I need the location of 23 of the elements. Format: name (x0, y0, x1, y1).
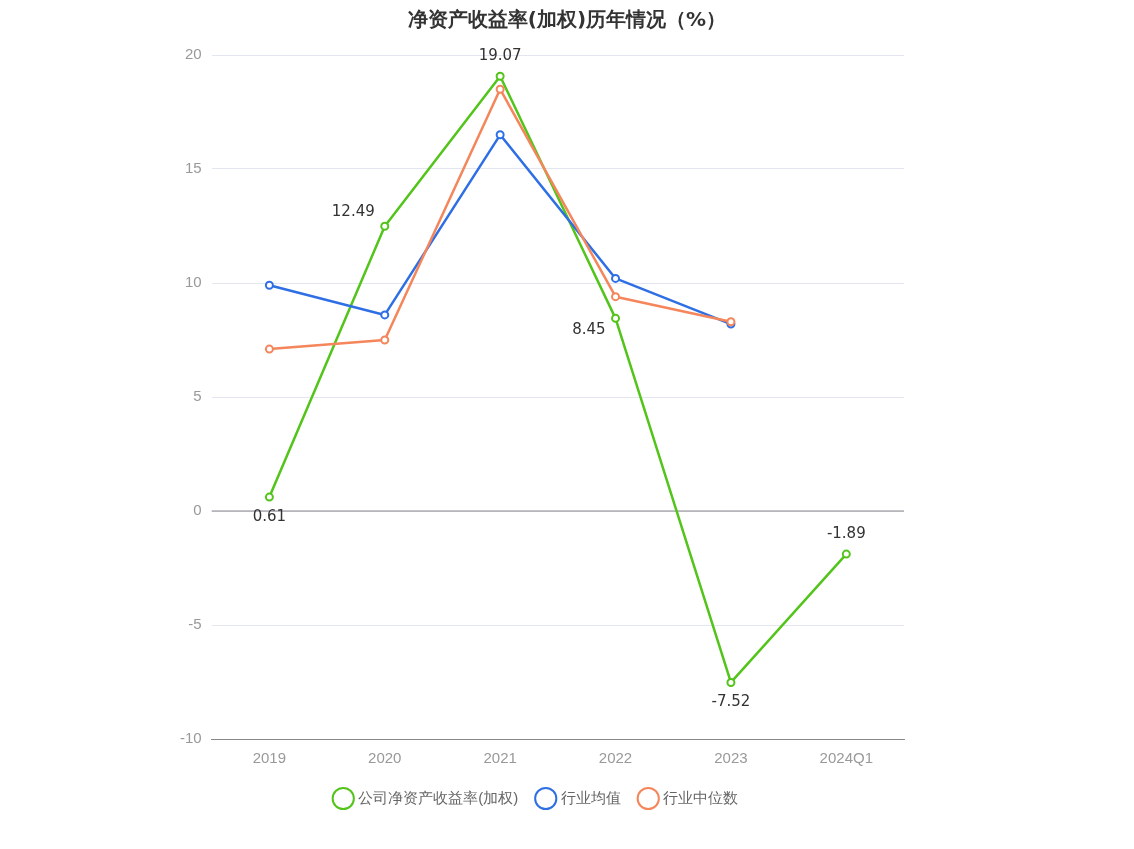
data-label: 19.07 (478, 46, 522, 65)
x-tick-label: 2019 (252, 749, 287, 767)
y-tick-label: 20 (184, 45, 202, 63)
x-tick-label: 2022 (598, 749, 633, 767)
y-tick-label: -10 (179, 729, 202, 747)
data-label: -1.89 (826, 523, 866, 542)
y-tick-label: -5 (188, 615, 202, 633)
y-tick-label: 0 (193, 501, 202, 519)
legend-label: 行业中位数 (663, 788, 739, 806)
y-tick-label: 10 (184, 273, 202, 291)
legend-label: 行业均值 (560, 788, 621, 806)
x-tick-label: 2024Q1 (819, 749, 873, 767)
data-label: 8.45 (572, 320, 606, 339)
legend-label: 公司净资产收益率(加权) (358, 788, 519, 806)
x-tick-label: 2020 (368, 749, 402, 767)
data-label: 0.61 (252, 506, 287, 525)
x-tick-label: 2023 (714, 749, 748, 767)
data-label: 12.49 (331, 202, 375, 221)
y-tick-label: 15 (184, 159, 202, 177)
y-tick-label: 5 (193, 387, 202, 405)
x-tick-label: 2021 (483, 749, 517, 767)
chart-title: 净资产收益率(加权)历年情况（%） (406, 6, 728, 33)
data-label: -7.52 (711, 692, 751, 711)
